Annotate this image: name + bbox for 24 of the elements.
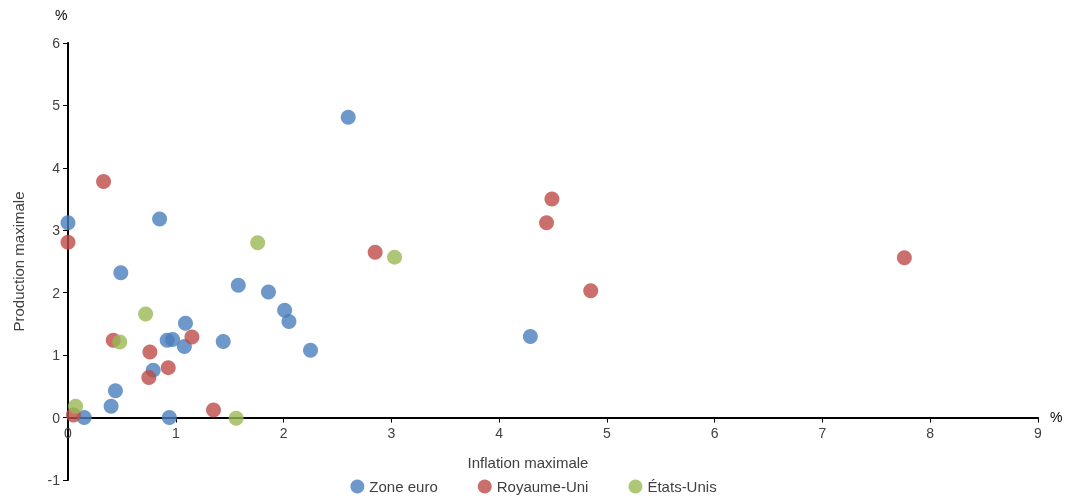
text: % xyxy=(55,7,68,23)
legend-label: Zone euro xyxy=(369,478,438,495)
text: % xyxy=(1050,409,1063,425)
x-tick-label: 4 xyxy=(495,424,504,441)
x-tick-label: 8 xyxy=(926,424,935,441)
x-tick-label: 1 xyxy=(171,424,180,441)
x-tick-label: 6 xyxy=(710,424,719,441)
x-axis-title: Inflation maximale xyxy=(467,454,589,471)
legend-label: Royaume-Uni xyxy=(496,478,589,495)
y-tick-label: 0 xyxy=(52,409,61,426)
y-tick-label: -1 xyxy=(47,472,61,488)
y-tick-label: 3 xyxy=(52,222,61,239)
y-tick-label: 6 xyxy=(52,35,61,51)
x-tick-label: 3 xyxy=(387,424,396,441)
x-tick-label: 5 xyxy=(602,424,611,441)
y-tick-label: 5 xyxy=(52,97,61,114)
y-axis-title: Production maximale xyxy=(10,191,27,332)
x-tick-label: 7 xyxy=(818,424,827,441)
x-tick-label: 2 xyxy=(279,424,288,441)
y-tick-label: 4 xyxy=(52,159,61,176)
x-tick-label: 9 xyxy=(1034,424,1043,441)
legend-label: États-Unis xyxy=(647,478,717,495)
y-tick-label: 2 xyxy=(52,284,61,301)
y-tick-label: 1 xyxy=(52,347,61,364)
